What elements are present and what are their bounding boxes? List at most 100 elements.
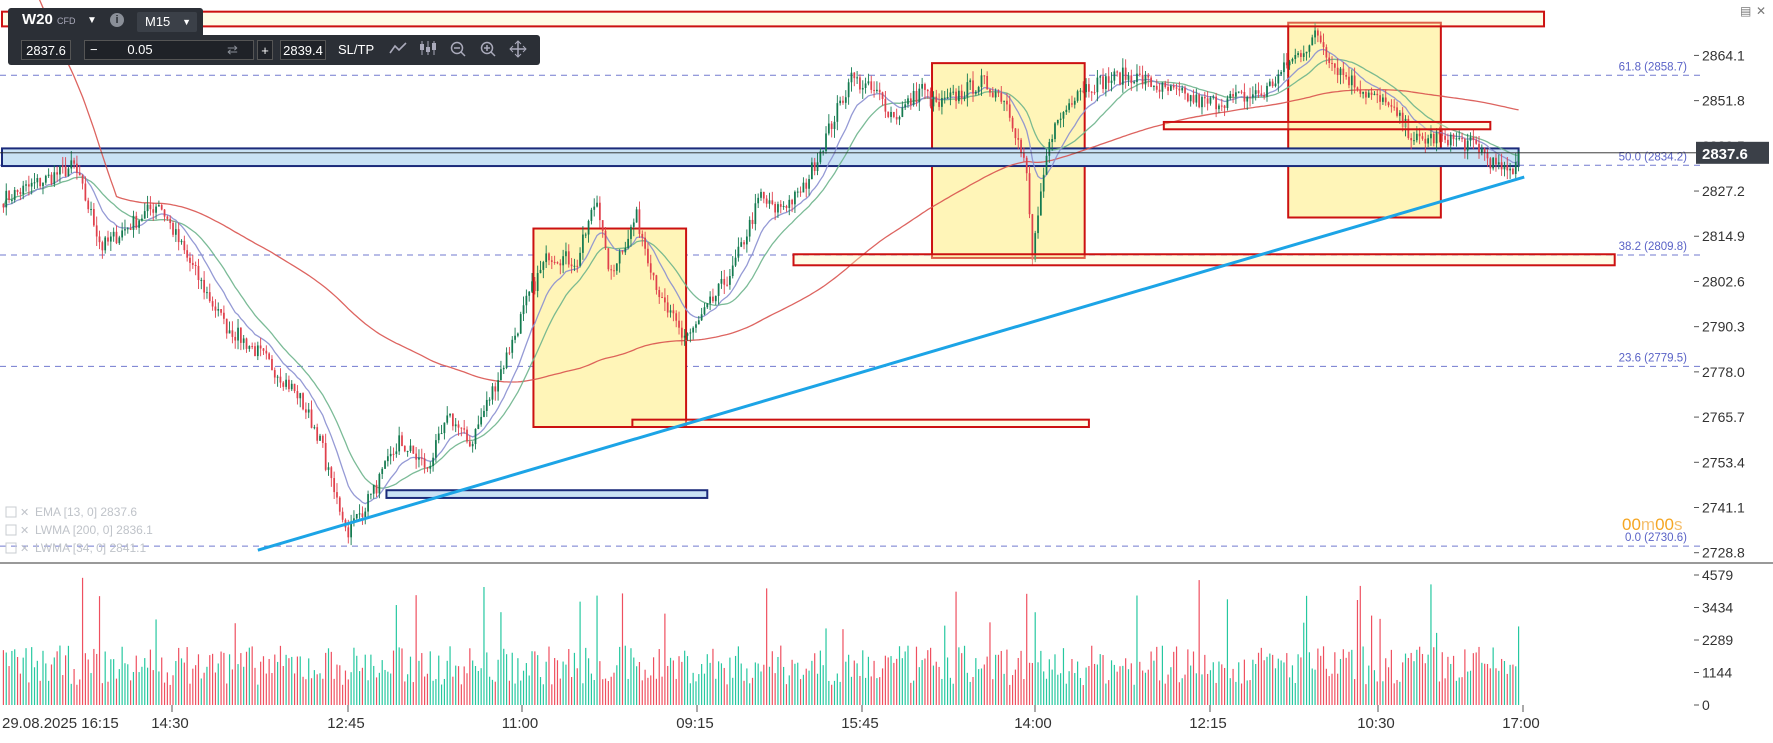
candle-body (330, 467, 332, 478)
price-tick-label: 2864.1 (1702, 47, 1745, 63)
volume-tick-label: 3434 (1702, 600, 1733, 616)
support-band (2, 148, 1519, 166)
candle-body (890, 112, 892, 117)
candle-body (212, 301, 214, 306)
candle-body (1388, 102, 1390, 105)
candle-body (381, 469, 383, 474)
candle-body (104, 237, 106, 250)
reverse-icon[interactable]: ⇄ (227, 41, 238, 59)
candle-body (1453, 135, 1455, 140)
candle-body (356, 514, 358, 518)
candle-body (362, 513, 364, 517)
candle-body (1246, 97, 1248, 102)
timeframe-select[interactable]: M15▼ (137, 12, 197, 32)
candle-body (1475, 140, 1477, 144)
candle-body (964, 97, 966, 98)
candle-body (480, 417, 482, 425)
candle-body (1012, 118, 1014, 129)
candle-body (1283, 62, 1285, 72)
candle-body (692, 328, 694, 333)
candle-body (1057, 120, 1059, 123)
candle-body (234, 337, 236, 341)
candle-body (681, 328, 683, 338)
candle-body (1164, 83, 1166, 87)
increase-quantity-button[interactable]: + (257, 40, 273, 60)
candle-body (1382, 97, 1384, 101)
chart-line-icon[interactable] (388, 40, 408, 60)
candle-body (523, 305, 525, 314)
candle-body (596, 203, 598, 207)
price-tick-label: 2851.8 (1702, 93, 1745, 109)
candle-body (260, 345, 262, 348)
candle-body (192, 263, 194, 265)
price-tick-label: 2827.2 (1702, 183, 1745, 199)
symbol-dropdown-icon[interactable]: ▼ (87, 15, 97, 26)
legend-entry: LWMA [34, 0] 2841.1 (35, 541, 147, 555)
indicator-legend: ✕EMA [13, 0] 2837.6✕LWMA [200, 0] 2836.1… (6, 505, 153, 555)
candle-body (1416, 134, 1418, 140)
bid-price[interactable]: 2837.6 (21, 40, 71, 60)
candle-body (1399, 113, 1401, 116)
candle-body (1379, 95, 1381, 102)
candle-body (1391, 105, 1393, 106)
quantity-value[interactable]: 0.05 (85, 41, 195, 59)
candle-body (1153, 86, 1155, 87)
volume-tick-label: 0 (1702, 697, 1710, 713)
candle-body (1359, 90, 1361, 94)
quantity-field[interactable]: − 0.05 ⇄ (84, 40, 254, 60)
candle-body (1286, 62, 1288, 65)
candle-body (1252, 94, 1254, 97)
candle-body (1317, 30, 1319, 35)
candle-body (1128, 75, 1130, 79)
candle-body (367, 494, 369, 512)
minimize-button[interactable]: ▤ (1740, 4, 1751, 18)
candle-body (336, 492, 338, 497)
indicator-icon[interactable] (418, 40, 438, 60)
candle-body (370, 494, 372, 495)
symbol-name[interactable]: W20 (22, 11, 53, 28)
price-tick-label: 2814.9 (1702, 228, 1745, 244)
candle-body (51, 175, 53, 184)
candle-body (1015, 128, 1017, 138)
candle-body (144, 211, 146, 219)
candle-body (45, 176, 47, 183)
candle-body (695, 324, 697, 328)
candle-body (206, 292, 208, 293)
candle-body (754, 203, 756, 224)
candle-body (509, 353, 511, 354)
candle-body (1427, 138, 1429, 143)
close-button[interactable]: ✕ (1756, 4, 1766, 18)
candle-body (885, 99, 887, 112)
ask-price[interactable]: 2839.4 (280, 40, 326, 60)
candle-body (36, 178, 38, 182)
candle-body (68, 168, 70, 176)
candle-body (364, 512, 366, 517)
candle-body (769, 200, 771, 203)
zoom-in-icon[interactable] (478, 40, 498, 60)
candle-body (684, 336, 686, 338)
candle-body (1162, 83, 1164, 92)
candle-body (537, 273, 539, 291)
candle-body (1280, 72, 1282, 74)
candle-body (319, 436, 321, 441)
candle-body (387, 456, 389, 461)
candle-body (257, 345, 259, 356)
zoom-out-icon[interactable] (448, 40, 468, 60)
candle-body (1481, 149, 1483, 153)
candle-body (1484, 149, 1486, 153)
candle-body (582, 235, 584, 253)
candle-body (972, 80, 974, 93)
timeframe-label: M15 (145, 14, 170, 29)
candle-body (328, 467, 330, 470)
candle-body (101, 242, 103, 250)
candle-body (633, 222, 635, 226)
candle-body (302, 393, 304, 409)
move-icon[interactable] (508, 40, 528, 60)
info-icon[interactable]: i (110, 13, 124, 27)
sltp-button[interactable]: SL/TP (338, 42, 374, 57)
candle-body (856, 77, 858, 78)
candle-body (96, 225, 98, 236)
candle-body (834, 122, 836, 129)
candle-body (924, 84, 926, 90)
